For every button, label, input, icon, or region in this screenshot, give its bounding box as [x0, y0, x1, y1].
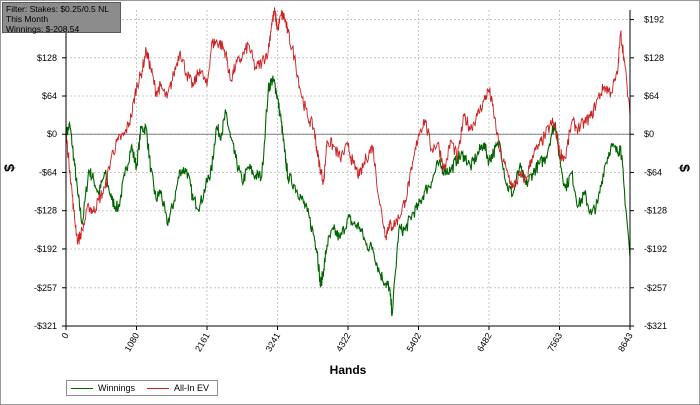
legend-swatch-allin-ev: [147, 387, 169, 389]
y-tick-label-left: -$257: [34, 283, 57, 293]
legend-item-allin-ev: All-In EV: [147, 383, 209, 393]
axes: $192$192$128$128$64$64$0$0-$64-$64-$128-…: [34, 10, 667, 353]
y-tick-label-right: -$257: [644, 283, 667, 293]
x-tick-label: 3241: [264, 331, 283, 353]
filter-info-box: Filter: Stakes: $0.25/0.5 NL This Month …: [2, 2, 121, 34]
y-tick-label-right: -$321: [644, 321, 667, 331]
series-line-all-in-ev: [65, 7, 631, 245]
y-tick-label-right: $192: [644, 15, 664, 25]
y-axis-label-right: $: [677, 164, 693, 172]
filter-stakes-text: Filter: Stakes: $0.25/0.5 NL: [6, 4, 109, 14]
y-tick-label-left: $64: [42, 91, 57, 101]
series-lines: [65, 7, 631, 317]
y-tick-label-right: -$128: [644, 206, 667, 216]
legend-item-winnings: Winnings: [71, 383, 135, 393]
x-tick-label: 2161: [193, 331, 212, 353]
series-line-winnings: [65, 75, 631, 317]
legend-swatch-winnings: [71, 387, 93, 389]
x-tick-label: 4322: [334, 331, 353, 353]
legend-label-allin-ev: All-In EV: [174, 383, 210, 393]
y-tick-label-right: $0: [644, 129, 654, 139]
y-tick-label-right: -$192: [644, 244, 667, 254]
x-tick-label: 5402: [405, 331, 424, 353]
winnings-total-text: Winnings: $-208.54: [6, 24, 80, 34]
filter-period-text: This Month: [6, 14, 49, 24]
y-tick-label-left: -$192: [34, 244, 57, 254]
x-axis-label: Hands: [330, 363, 367, 377]
x-tick-label: 6482: [475, 331, 494, 353]
y-tick-label-left: $0: [47, 129, 57, 139]
y-tick-label-right: $128: [644, 53, 664, 63]
x-tick-label: 7563: [546, 331, 565, 353]
legend: Winnings All-In EV: [66, 380, 218, 396]
x-tick-label: 8643: [616, 331, 635, 353]
y-tick-label-left: $128: [37, 53, 57, 63]
y-tick-label-right: $64: [644, 91, 659, 101]
y-tick-label-left: -$128: [34, 206, 57, 216]
y-tick-label-right: -$64: [644, 167, 662, 177]
x-tick-label: 0: [60, 331, 71, 340]
y-axis-label-left: $: [1, 164, 17, 172]
x-tick-label: 1080: [123, 331, 142, 353]
legend-label-winnings: Winnings: [98, 383, 136, 393]
y-tick-label-left: -$64: [39, 167, 57, 177]
y-tick-label-left: -$321: [34, 321, 57, 331]
